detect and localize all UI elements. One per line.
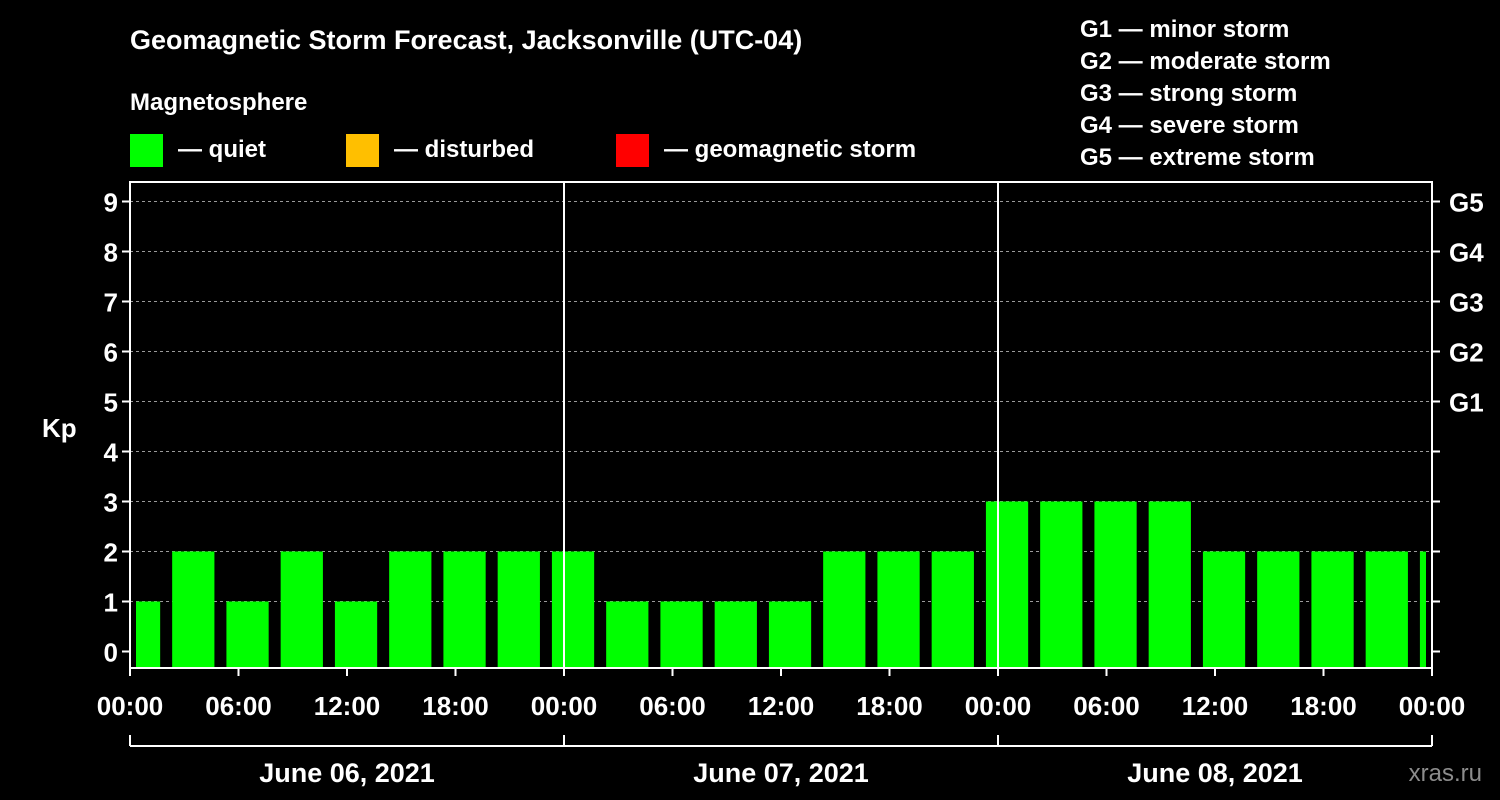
kp-bar-0: [136, 601, 161, 668]
chart-title: Geomagnetic Storm Forecast, Jacksonville…: [130, 25, 802, 55]
g-scale-label-g3: G3: [1449, 288, 1484, 318]
x-tick-label-10: 12:00: [1182, 691, 1249, 721]
x-tick-label-2: 12:00: [314, 691, 381, 721]
x-tick-label-7: 18:00: [856, 691, 923, 721]
scale-legend-g4: G4 — severe storm: [1080, 112, 1299, 139]
legend-swatch-disturbed: [346, 134, 379, 167]
legend-label-quiet: — quiet: [178, 136, 266, 163]
y-tick-label-7: 7: [104, 288, 118, 318]
x-tick-label-3: 18:00: [422, 691, 489, 721]
kp-bar-12: [768, 601, 812, 668]
legend-swatch-storm: [616, 134, 649, 167]
kp-bar-3: [280, 551, 323, 668]
kp-bar-5: [389, 551, 432, 668]
x-tick-label-12: 00:00: [1399, 691, 1466, 721]
scale-legend-g3: G3 — strong storm: [1080, 80, 1297, 107]
g-scale-label-g5: G5: [1449, 188, 1484, 218]
kp-bar-13: [823, 551, 866, 668]
y-axis-label: Kp: [42, 413, 77, 443]
y-tick-label-5: 5: [104, 388, 118, 418]
day-label-0: June 06, 2021: [259, 758, 435, 788]
watermark: xras.ru: [1409, 760, 1482, 787]
g-scale-label-g2: G2: [1449, 338, 1484, 368]
x-tick-label-8: 00:00: [965, 691, 1032, 721]
x-tick-label-6: 12:00: [748, 691, 815, 721]
day-label-1: June 07, 2021: [693, 758, 869, 788]
kp-bar-22: [1311, 551, 1354, 668]
y-tick-label-9: 9: [104, 188, 118, 218]
x-tick-label-4: 00:00: [531, 691, 598, 721]
kp-bar-18: [1094, 501, 1137, 668]
kp-bar-21: [1257, 551, 1300, 668]
x-tick-label-5: 06:00: [639, 691, 706, 721]
kp-bar-20: [1202, 551, 1246, 668]
y-tick-label-4: 4: [104, 438, 119, 468]
kp-bar-23: [1365, 551, 1408, 668]
x-tick-label-11: 18:00: [1290, 691, 1357, 721]
axes-layer: [122, 181, 1440, 747]
kp-bar-17: [1040, 501, 1083, 668]
g-scale-label-g4: G4: [1449, 238, 1484, 268]
legend-label-disturbed: — disturbed: [394, 136, 534, 163]
legend-heading: Magnetosphere: [130, 89, 307, 116]
scale-legend-g2: G2 — moderate storm: [1080, 48, 1331, 75]
kp-bar-4: [334, 601, 378, 668]
labels-layer: 0 1 2 3 4 5 6 7 8 9 G1 G2 G3 G4 G5 00:00 06:00 12:00 18:00…: [97, 188, 1484, 789]
day-label-2: June 08, 2021: [1127, 758, 1303, 788]
kp-bar-15: [931, 551, 974, 668]
kp-bar-6: [443, 551, 486, 668]
kp-bar-10: [660, 601, 703, 668]
kp-bar-19: [1148, 501, 1191, 668]
kp-bar-2: [226, 601, 269, 668]
kp-bar-11: [714, 601, 757, 668]
kp-bar-7: [497, 551, 540, 668]
scale-legend-g1: G1 — minor storm: [1080, 16, 1289, 43]
y-tick-label-1: 1: [104, 588, 118, 618]
kp-bar-8: [551, 551, 595, 668]
y-tick-label-8: 8: [104, 238, 118, 268]
x-tick-label-1: 06:00: [205, 691, 272, 721]
bars-layer: [136, 501, 1426, 668]
kp-bar-1: [172, 551, 215, 668]
y-tick-label-3: 3: [104, 488, 118, 518]
y-tick-label-0: 0: [104, 638, 118, 668]
scale-legend-g5: G5 — extreme storm: [1080, 144, 1315, 171]
grid-layer: [130, 201, 1432, 602]
x-tick-label-9: 06:00: [1073, 691, 1140, 721]
y-tick-label-6: 6: [104, 338, 118, 368]
legend-label-storm: — geomagnetic storm: [664, 136, 916, 163]
y-tick-label-2: 2: [104, 538, 118, 568]
kp-bar-16: [985, 501, 1029, 668]
legend-swatch-quiet: [130, 134, 163, 167]
g-scale-label-g1: G1: [1449, 388, 1484, 418]
kp-bar-9: [606, 601, 649, 668]
kp-bar-14: [877, 551, 920, 668]
kp-bar-24: [1419, 551, 1426, 668]
x-tick-label-0: 00:00: [97, 691, 164, 721]
